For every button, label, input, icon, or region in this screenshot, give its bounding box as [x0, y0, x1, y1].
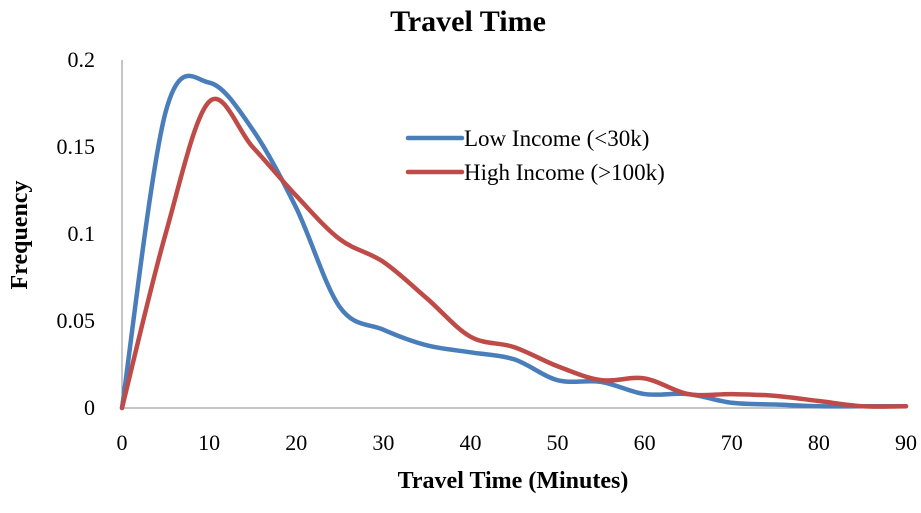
x-tick-label: 80: [808, 430, 830, 455]
x-tick-label: 30: [372, 430, 394, 455]
x-tick-label: 10: [198, 430, 220, 455]
x-tick-label: 0: [117, 430, 128, 455]
x-axis-title: Travel Time (Minutes): [398, 468, 629, 494]
legend-label: High Income (>100k): [464, 160, 665, 185]
series-line-low-income: [119, 73, 909, 411]
legend-label: Low Income (<30k): [464, 126, 649, 151]
series-line-high-income: [119, 96, 909, 411]
legend: Low Income (<30k) High Income (>100k): [405, 126, 665, 185]
x-tick-label: 60: [634, 430, 656, 455]
chart-title: Travel Time: [390, 5, 546, 38]
x-tick-label: 40: [459, 430, 481, 455]
y-tick-label: 0: [84, 395, 95, 420]
series-lines: [119, 73, 909, 411]
y-tick-label: 0.1: [68, 221, 96, 246]
x-tick-label: 20: [285, 430, 307, 455]
y-axis-title: Frequency: [7, 181, 33, 290]
y-tick-label: 0.2: [68, 47, 96, 72]
x-tick-label: 70: [721, 430, 743, 455]
y-tick-label: 0.05: [57, 308, 96, 333]
x-tick-label: 50: [547, 430, 569, 455]
axes: 0 0.05 0.1 0.15 0.2 0 10 20 30 40 50 60 70 80 90: [57, 47, 918, 455]
x-tick-label: 90: [895, 430, 917, 455]
y-tick-label: 0.15: [57, 134, 96, 159]
